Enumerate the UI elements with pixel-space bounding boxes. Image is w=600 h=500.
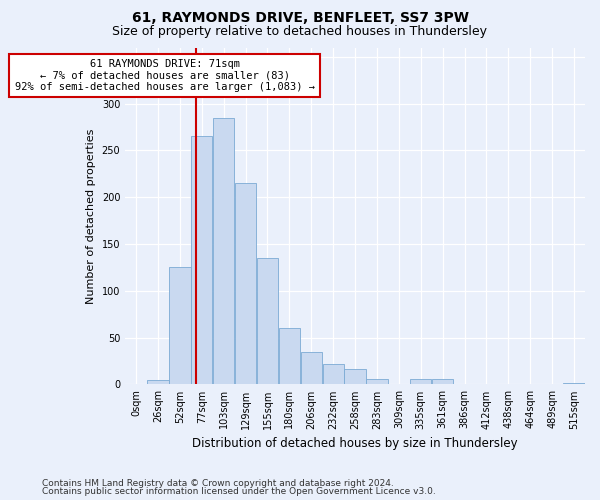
Bar bbox=[432, 379, 453, 384]
Text: Contains public sector information licensed under the Open Government Licence v3: Contains public sector information licen… bbox=[42, 487, 436, 496]
Y-axis label: Number of detached properties: Number of detached properties bbox=[86, 128, 96, 304]
Bar bbox=[235, 183, 256, 384]
Bar bbox=[410, 379, 431, 384]
Text: Contains HM Land Registry data © Crown copyright and database right 2024.: Contains HM Land Registry data © Crown c… bbox=[42, 478, 394, 488]
Bar bbox=[344, 368, 365, 384]
Bar bbox=[301, 352, 322, 384]
Bar bbox=[148, 380, 169, 384]
Bar bbox=[213, 118, 235, 384]
Bar bbox=[367, 379, 388, 384]
Text: 61, RAYMONDS DRIVE, BENFLEET, SS7 3PW: 61, RAYMONDS DRIVE, BENFLEET, SS7 3PW bbox=[131, 11, 469, 25]
Text: 61 RAYMONDS DRIVE: 71sqm
← 7% of detached houses are smaller (83)
92% of semi-de: 61 RAYMONDS DRIVE: 71sqm ← 7% of detache… bbox=[14, 58, 314, 92]
Text: Size of property relative to detached houses in Thundersley: Size of property relative to detached ho… bbox=[113, 25, 487, 38]
Bar bbox=[323, 364, 344, 384]
Bar bbox=[169, 268, 191, 384]
Bar bbox=[279, 328, 300, 384]
X-axis label: Distribution of detached houses by size in Thundersley: Distribution of detached houses by size … bbox=[192, 437, 518, 450]
Bar bbox=[191, 136, 212, 384]
Bar bbox=[257, 258, 278, 384]
